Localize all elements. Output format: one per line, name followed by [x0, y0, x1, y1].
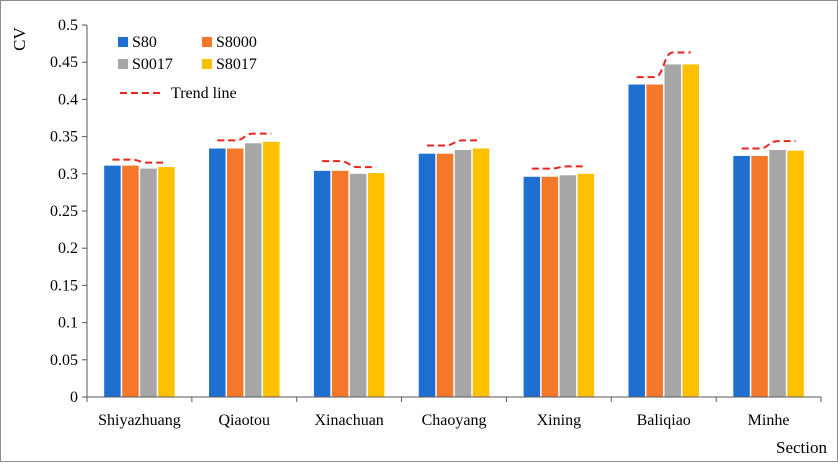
legend-label: S80: [132, 34, 157, 51]
x-tick-label: Minhe: [748, 412, 790, 429]
bar: [122, 165, 139, 397]
bar: [245, 143, 262, 397]
bar: [454, 149, 472, 397]
trend-line: [531, 165, 586, 170]
trend-line: [741, 140, 796, 150]
bar: [140, 168, 157, 397]
legend-label: S8000: [216, 34, 257, 51]
bar: [331, 170, 349, 397]
trend-line: [636, 51, 691, 79]
y-axis: 0 0.05 0.1 0.15 0.2 0.25 0.3 0.35 0.4 0.45 0.5: [50, 17, 88, 406]
y-tick-label: 0.25: [50, 203, 78, 220]
x-axis: Shiyazhuang Qiaotou Xinachuan Chaoyang Xinin…: [86, 396, 822, 429]
bar: [577, 173, 595, 397]
trend-lines: [112, 51, 796, 170]
x-tick-label: Shiyazhuang: [98, 412, 181, 429]
x-tick-label: Qiaotou: [219, 412, 271, 429]
x-tick-label: Chaoyang: [422, 412, 487, 429]
bar: [733, 155, 750, 397]
bar: [769, 149, 786, 397]
bar: [227, 148, 244, 397]
trend-line: [112, 158, 167, 164]
legend-swatch: [118, 59, 128, 69]
legend-swatch: [202, 59, 212, 69]
legend: S80 S8000 S0017 S8017 Trend line: [118, 34, 257, 102]
bar: [646, 84, 663, 398]
bar: [313, 170, 331, 397]
y-tick-label: 0.2: [58, 240, 78, 257]
y-axis-title: CV: [10, 26, 29, 50]
bar: [541, 176, 559, 397]
bars: [104, 64, 804, 398]
trend-line: [217, 132, 272, 142]
y-tick-label: 0.1: [58, 315, 78, 332]
bar: [559, 175, 577, 397]
bar: [418, 153, 436, 397]
y-tick-label: 0: [70, 389, 78, 406]
bar: [472, 148, 490, 397]
x-tick-label: Baliqiao: [637, 412, 691, 429]
bar: [349, 173, 367, 397]
x-tick-label: Xinachuan: [314, 412, 383, 429]
bar: [367, 173, 385, 397]
trend-line: [322, 160, 377, 169]
bar: [664, 64, 681, 397]
x-tick-label: Xining: [537, 412, 581, 429]
y-tick-label: 0.05: [50, 352, 78, 369]
trend-line: [427, 139, 481, 147]
legend-swatch: [118, 37, 128, 47]
bar: [158, 167, 175, 397]
y-tick-label: 0.15: [50, 277, 78, 294]
bar: [628, 84, 645, 398]
legend-label: S8017: [216, 56, 257, 73]
y-tick-label: 0.4: [58, 91, 78, 108]
bar: [787, 150, 804, 397]
x-axis-title: Section: [776, 438, 827, 457]
y-tick-label: 0.3: [58, 166, 78, 183]
bar: [104, 165, 121, 397]
y-tick-label: 0.5: [58, 17, 78, 34]
y-tick-label: 0.35: [50, 129, 78, 146]
bar: [523, 176, 541, 397]
legend-label: S0017: [132, 56, 173, 73]
legend-label: Trend line: [171, 85, 237, 102]
bar: [751, 155, 768, 397]
bar: [436, 153, 454, 397]
bar: [263, 141, 280, 397]
bar: [209, 148, 226, 397]
bar: [682, 64, 699, 397]
y-tick-label: 0.45: [50, 54, 78, 71]
legend-swatch: [202, 37, 212, 47]
